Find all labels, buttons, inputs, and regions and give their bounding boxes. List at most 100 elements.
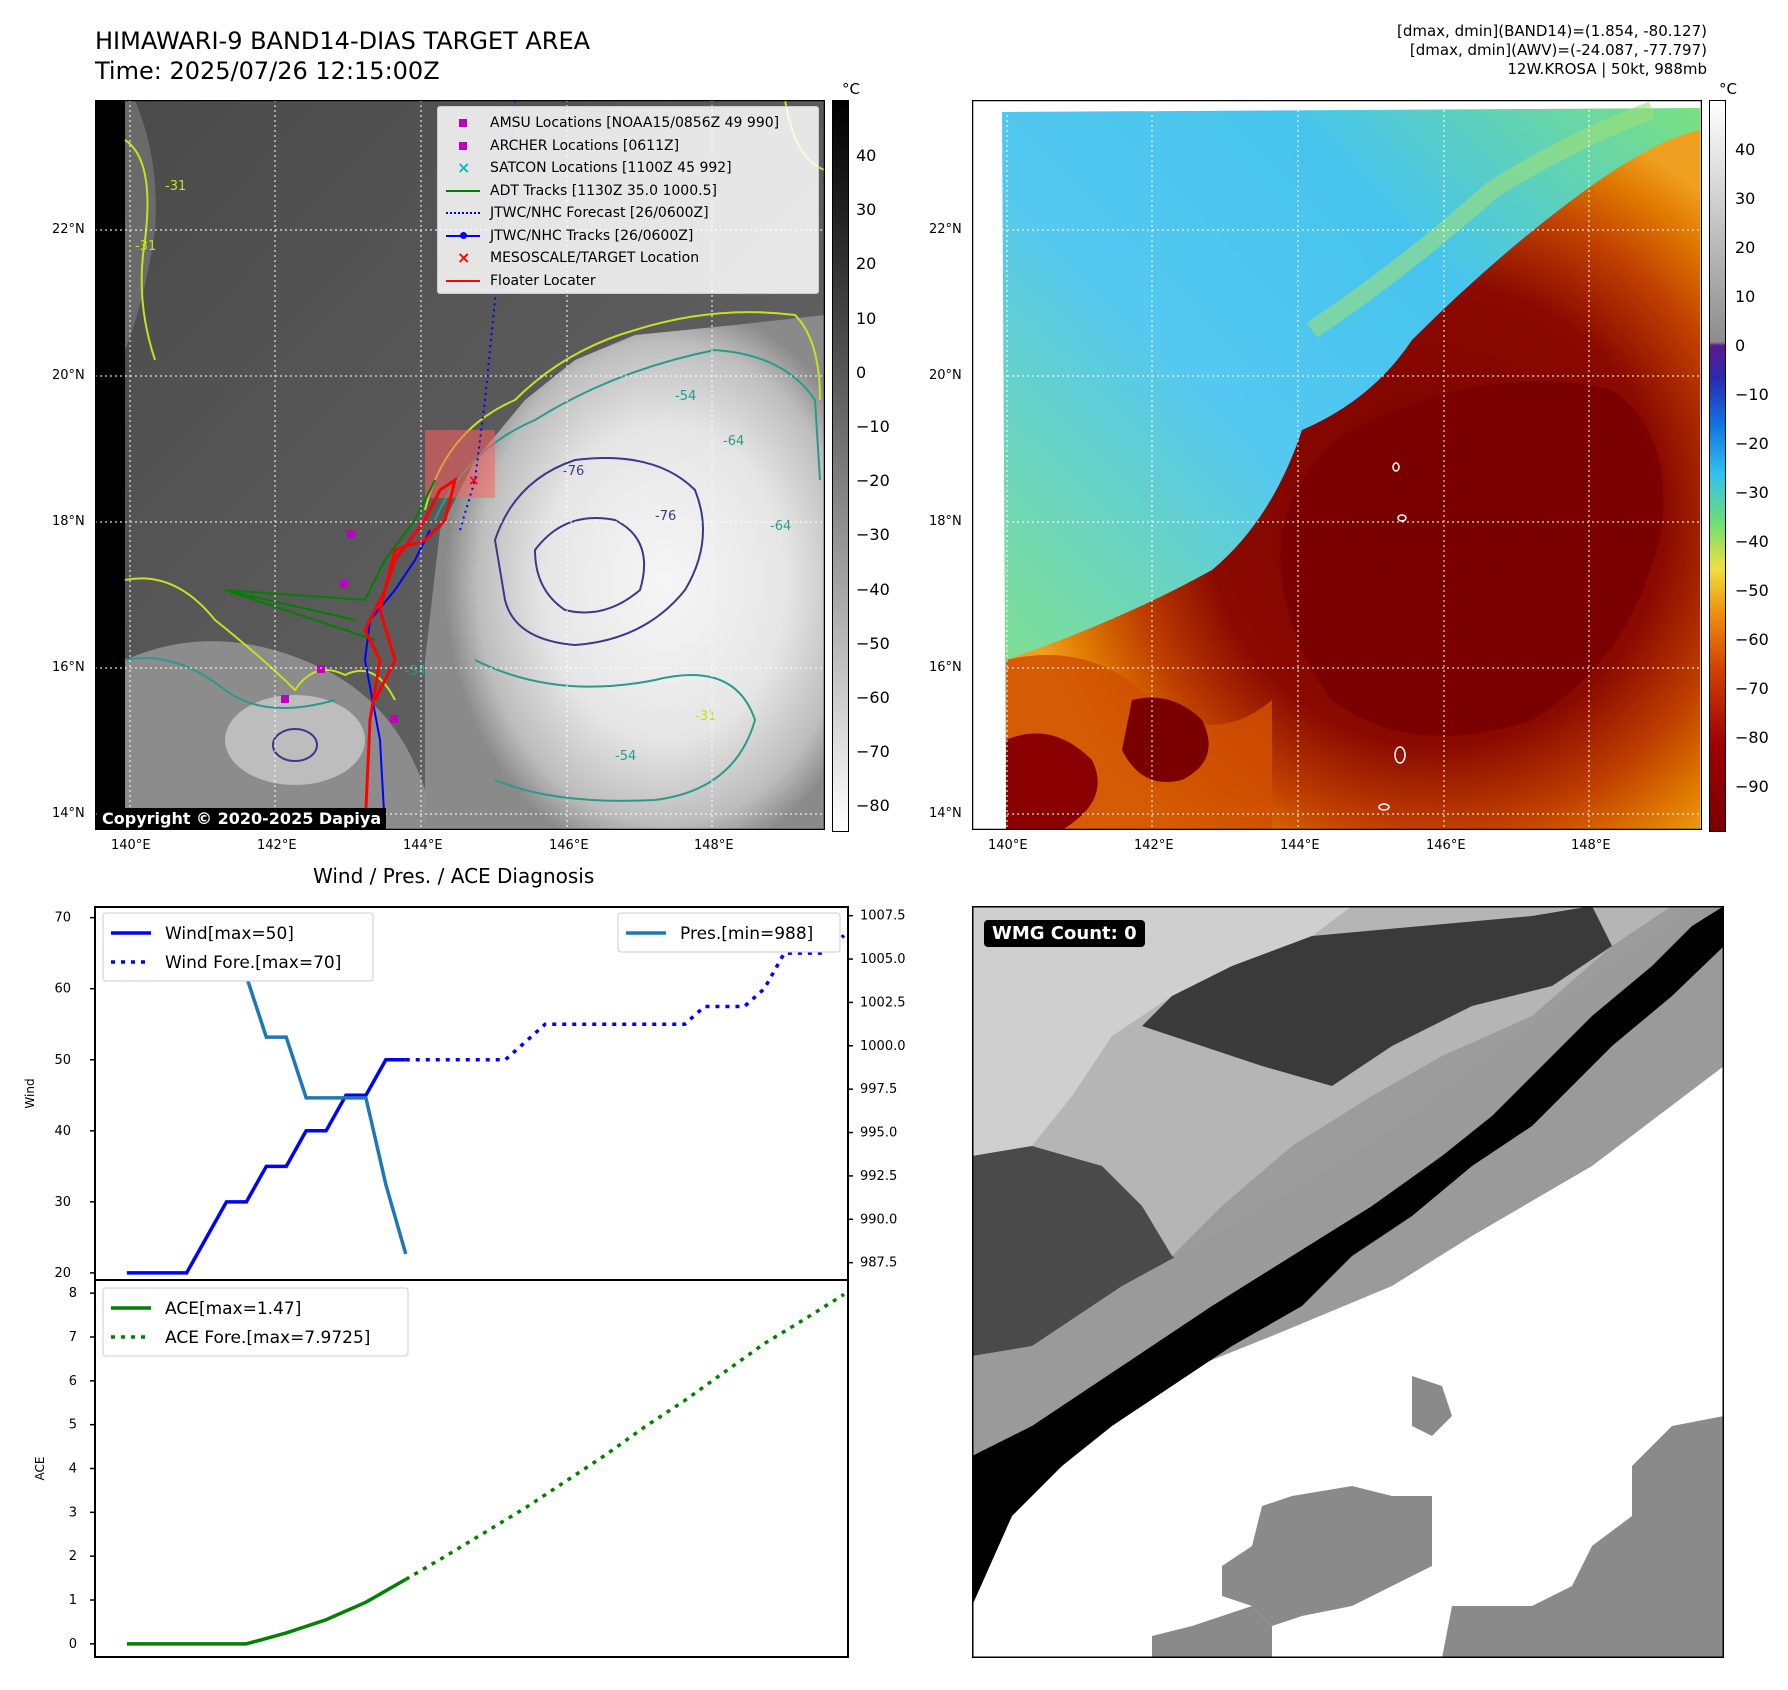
legend-marker-icon: [444, 203, 484, 223]
amsu-marker: [347, 530, 355, 538]
ace-tick-label: 3: [69, 1505, 77, 1520]
jtwc-forecast-track: [459, 99, 516, 531]
lat-tick: 16°N: [52, 660, 85, 675]
colorbar-tick-label: −70: [856, 742, 890, 762]
info-line-1: [dmax, dmin](BAND14)=(1.854, -80.127): [1396, 22, 1707, 40]
figure-title: HIMAWARI-9 BAND14-DIAS TARGET AREA Time:…: [95, 26, 590, 86]
legend-entry: × MESOSCALE/TARGET Location: [444, 248, 699, 268]
lon-tick: 148°E: [694, 838, 734, 853]
colorbar-tick-label: 10: [1735, 287, 1756, 306]
colorbar-tick-label: −80: [1735, 728, 1769, 747]
series-line-ace-fore-: [404, 1292, 845, 1581]
lon-tick: 142°E: [1134, 838, 1174, 853]
legend-entry: ARCHER Locations [0611Z]: [444, 136, 679, 156]
wind-legend-box: [102, 912, 374, 982]
wind-tick-label: 70: [54, 911, 71, 926]
wmg-image: [971, 905, 1725, 1659]
lat-tick: 14°N: [929, 806, 962, 821]
lat-tick: 22°N: [929, 222, 962, 237]
colorbar-tick-label: −20: [1735, 434, 1769, 453]
wind-tick-label: 20: [54, 1266, 71, 1281]
lon-tick: 146°E: [1426, 838, 1466, 853]
diagnosis-charts: 7060504030201007.51005.01002.51000.0997.…: [23, 906, 906, 1658]
pressure-tick-label: 997.5: [860, 1082, 897, 1097]
colorbar-tick-label: 0: [1735, 336, 1746, 355]
enhanced-ir-panel: [971, 99, 1703, 831]
floater-locater-track: [363, 476, 458, 831]
title-line-2: Time: 2025/07/26 12:15:00Z: [95, 57, 440, 85]
legend-entry: ADT Tracks [1130Z 35.0 1000.5]: [444, 181, 717, 201]
lat-tick: 18°N: [929, 514, 962, 529]
legend-marker-icon: [444, 136, 484, 156]
colorbar-tick-label: −30: [856, 525, 890, 545]
lon-tick: 144°E: [1280, 838, 1320, 853]
lat-tick: 20°N: [52, 368, 85, 383]
ace-tick-label: 4: [69, 1462, 77, 1477]
ace-tick-label: 2: [69, 1549, 77, 1564]
pressure-tick-label: 1005.0: [860, 952, 906, 967]
legend-label: MESOSCALE/TARGET Location: [490, 250, 700, 266]
pressure-tick-label: 990.0: [860, 1212, 897, 1227]
colorbar-tick-label: 40: [856, 146, 877, 165]
lon-tick: 140°E: [988, 838, 1028, 853]
pressure-tick-label: 1007.5: [860, 909, 906, 924]
ace-axis-label: ACE: [33, 1457, 47, 1481]
ir-map-legend: AMSU Locations [NOAA15/0856Z 49 990] ARCH…: [437, 106, 819, 294]
wind-tick-label: 30: [54, 1195, 71, 1210]
ace-legend-box: [102, 1287, 409, 1357]
legend-label: JTWC/NHC Forecast [26/0600Z]: [490, 205, 709, 221]
legend-entry: AMSU Locations [NOAA15/0856Z 49 990]: [444, 113, 779, 133]
contour-label: -64: [770, 519, 791, 534]
contour-label: -31: [135, 239, 156, 254]
ir-colorbar: [832, 100, 849, 832]
legend-marker-icon: [444, 113, 484, 133]
series-line-wind-fore-: [405, 934, 846, 1062]
ace-tick-label: 6: [69, 1374, 77, 1389]
title-line-1: HIMAWARI-9 BAND14-DIAS TARGET AREA: [95, 27, 591, 55]
pressure-legend-box: [617, 912, 841, 953]
diagnosis-title: Wind / Pres. / ACE Diagnosis: [313, 864, 595, 888]
colorbar-tick-label: −10: [1735, 385, 1769, 404]
pressure-tick-label: 995.0: [860, 1126, 897, 1141]
wmg-count-badge: WMG Count: 0: [984, 920, 1145, 947]
colorbar-tick-label: −70: [1735, 679, 1769, 698]
colorbar-tick-label: −50: [856, 633, 890, 653]
legend-label: ARCHER Locations [0611Z]: [490, 137, 680, 154]
wind-axis-label: Wind: [23, 1078, 37, 1108]
ace-legend-label: ACE[max=1.47]: [165, 1299, 301, 1319]
colorbar-tick-label: −40: [856, 579, 890, 599]
colorbar-tick-label: −60: [1735, 630, 1769, 649]
info-line-3: 12W.KROSA | 50kt, 988mb: [1507, 60, 1707, 78]
legend-marker-icon: [444, 226, 484, 246]
lon-tick: 140°E: [111, 838, 151, 853]
legend-entry: × SATCON Locations [1100Z 45 992]: [444, 158, 732, 178]
colorbar-tick-label: 20: [856, 254, 877, 274]
contour-label: -54: [405, 664, 426, 679]
contour-label: -64: [723, 434, 744, 449]
adt-tracks: [224, 479, 436, 641]
amsu-marker: [317, 665, 325, 673]
pressure-legend-label: Pres.[min=988]: [680, 924, 813, 944]
legend-label: Floater Locater: [490, 272, 596, 289]
colorbar-tick-label: 30: [1735, 189, 1756, 208]
colorbar-tick-label: −50: [1735, 581, 1769, 600]
lat-tick: 16°N: [929, 660, 962, 675]
enhanced-colorbar: [1709, 100, 1726, 832]
series-line-wind: [126, 1058, 406, 1275]
intensity-info: [dmax, dmin](BAND14)=(1.854, -80.127) [d…: [1397, 22, 1707, 79]
pressure-tick-label: 1002.5: [860, 995, 906, 1010]
contour-label: -31: [695, 709, 716, 724]
contour-label: -31: [165, 179, 186, 194]
legend-label: SATCON Locations [1100Z 45 992]: [490, 160, 732, 176]
lon-tick: 144°E: [403, 838, 443, 853]
legend-marker-icon: [444, 271, 484, 291]
legend-entry: JTWC/NHC Tracks [26/0600Z]: [444, 226, 693, 246]
lon-tick: 146°E: [549, 838, 589, 853]
colorbar-tick-label: −10: [856, 417, 890, 436]
target-area-box: [425, 430, 495, 498]
copyright-label: Copyright © 2020-2025 Dapiya: [97, 808, 387, 829]
info-line-2: [dmax, dmin](AWV)=(-24.087, -77.797): [1409, 41, 1707, 59]
ace-tick-label: 1: [69, 1593, 77, 1608]
archer-marker: [390, 715, 398, 723]
lat-tick: 18°N: [52, 514, 85, 529]
